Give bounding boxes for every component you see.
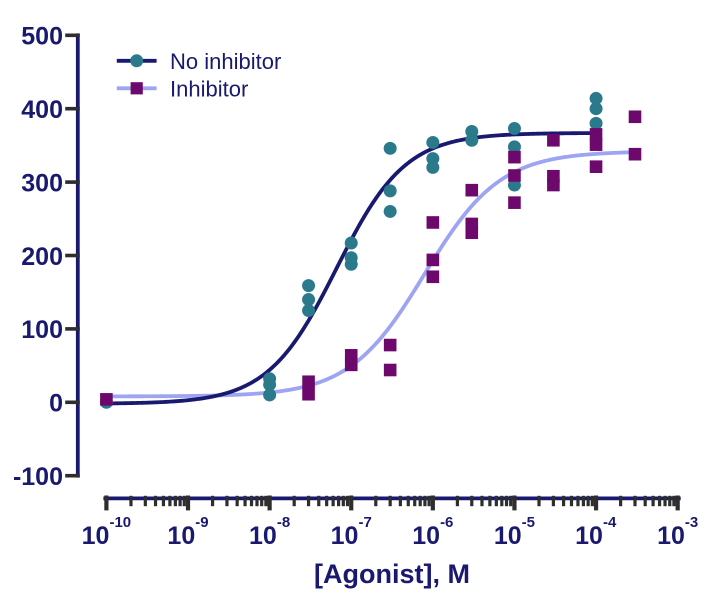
data-point-no-inhibitor — [383, 204, 397, 218]
data-point-inhibitor — [100, 393, 113, 406]
data-point-no-inhibitor — [507, 122, 521, 136]
data-points-layer — [99, 91, 642, 409]
data-point-inhibitor — [465, 183, 479, 197]
data-point-no-inhibitor — [465, 124, 479, 138]
data-point-inhibitor — [508, 169, 521, 182]
data-point-inhibitor — [383, 363, 397, 377]
data-point-no-inhibitor — [426, 135, 440, 149]
data-point-inhibitor — [589, 160, 603, 173]
data-point-no-inhibitor — [263, 372, 277, 386]
data-point-no-inhibitor — [383, 141, 397, 155]
data-point-inhibitor — [344, 349, 358, 362]
data-point-no-inhibitor — [507, 140, 521, 154]
data-point-no-inhibitor — [426, 152, 440, 166]
x-tick-label: 10-8 — [249, 514, 290, 550]
data-point-no-inhibitor — [302, 293, 316, 307]
data-point-inhibitor — [383, 338, 397, 352]
data-point-inhibitor — [508, 196, 521, 209]
data-point-no-inhibitor — [589, 116, 603, 130]
data-point-inhibitor — [302, 387, 315, 401]
x-tick-label: 10-4 — [575, 514, 617, 550]
x-tick-label: 10-5 — [494, 514, 535, 550]
y-tick-label: 0 — [49, 390, 63, 418]
legend-label-inhibitor: Inhibitor — [170, 77, 248, 102]
data-point-inhibitor — [426, 270, 440, 284]
x-tick-label: 10-6 — [412, 514, 453, 550]
fit-curve-inhibitor — [106, 150, 634, 399]
y-tick-label: 300 — [21, 169, 63, 197]
x-tick-label: 10-9 — [167, 514, 208, 550]
y-tick-label: 200 — [21, 243, 63, 271]
legend-marker-inhibitor-icon — [130, 82, 143, 95]
x-axis-title: [Agonist], M — [314, 559, 470, 589]
data-point-inhibitor — [547, 133, 560, 147]
data-point-no-inhibitor — [344, 251, 358, 265]
data-point-inhibitor — [589, 138, 603, 151]
legend-marker-no-inhibitor-icon — [130, 54, 144, 68]
data-point-no-inhibitor — [344, 236, 358, 250]
data-point-no-inhibitor — [263, 388, 277, 402]
data-point-inhibitor — [628, 147, 642, 161]
x-tick-label: 10-10 — [82, 514, 131, 550]
y-tick-label: 400 — [21, 96, 63, 124]
data-point-inhibitor — [344, 358, 358, 372]
data-point-inhibitor — [628, 110, 642, 124]
x-tick-label: 10-7 — [331, 514, 372, 550]
x-tick-label: 10-3 — [657, 514, 698, 550]
data-point-no-inhibitor — [302, 279, 316, 293]
data-point-inhibitor — [547, 169, 560, 183]
data-point-inhibitor — [426, 216, 440, 229]
data-point-inhibitor — [589, 128, 603, 141]
y-tick-label: -100 — [13, 463, 63, 491]
data-point-no-inhibitor — [383, 184, 397, 198]
y-tick-label: 100 — [21, 316, 63, 344]
data-point-no-inhibitor — [589, 91, 603, 105]
data-point-inhibitor — [302, 375, 315, 389]
data-point-inhibitor — [508, 150, 521, 164]
chart-legend: No inhibitor Inhibitor — [116, 49, 281, 102]
data-point-inhibitor — [426, 253, 440, 267]
data-point-inhibitor — [465, 217, 479, 231]
y-tick-label: 500 — [21, 23, 63, 51]
legend-label-no-inhibitor: No inhibitor — [170, 49, 281, 74]
data-point-no-inhibitor — [589, 102, 603, 116]
data-point-no-inhibitor — [302, 304, 316, 318]
